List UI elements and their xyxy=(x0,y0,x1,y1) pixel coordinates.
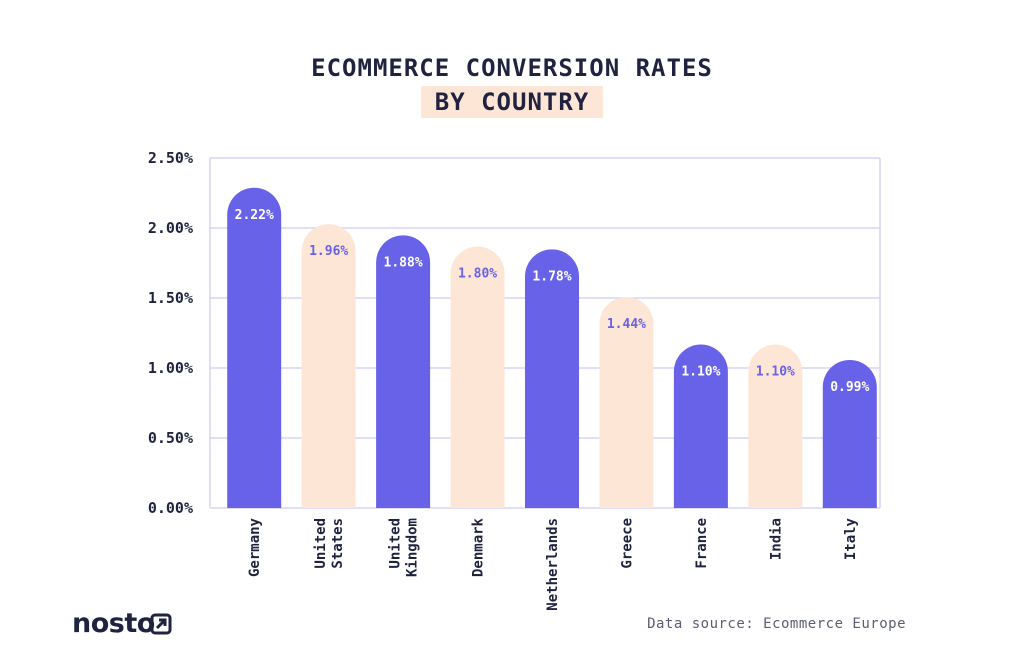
x-tick-label: Denmark xyxy=(471,517,487,577)
x-tick-label-line: United xyxy=(388,518,404,569)
x-tick-label-line: Germany xyxy=(247,517,263,577)
x-tick-label-line: India xyxy=(768,518,784,560)
data-source: Data source: Ecommerce Europe xyxy=(647,616,906,632)
bar-united-kingdom xyxy=(376,235,431,508)
bar-value-label: 1.10% xyxy=(681,365,720,380)
x-tick-label: India xyxy=(768,518,784,560)
bar-india xyxy=(748,344,803,508)
x-tick-label: United States xyxy=(313,518,346,569)
bar-value-label: 1.44% xyxy=(607,317,646,332)
bar-value-label: 2.22% xyxy=(235,208,274,223)
x-tick-label: United Kingdom xyxy=(388,518,421,577)
x-tick-label-line: Italy xyxy=(843,517,859,560)
bar-france xyxy=(673,344,728,508)
bar-italy xyxy=(822,359,877,508)
x-tick-label-line: Greece xyxy=(619,518,635,569)
x-tick-label: Italy xyxy=(843,517,859,560)
bar-united-states xyxy=(301,224,356,509)
y-tick-label: 1.50% xyxy=(148,289,193,307)
bar-denmark xyxy=(450,246,505,508)
x-tick-label: France xyxy=(694,518,710,569)
bar-value-label: 1.10% xyxy=(756,365,795,380)
bar-value-label: 1.80% xyxy=(458,267,497,282)
x-tick-label: Germany xyxy=(247,517,263,577)
bar-netherlands xyxy=(525,249,579,508)
x-tick-label-line: Netherlands xyxy=(545,518,561,611)
chart-title-line1: ECOMMERCE CONVERSION RATES xyxy=(311,54,713,82)
bar-germany xyxy=(227,187,282,508)
chart-title-line2: BY COUNTRY xyxy=(0,86,1024,118)
bar-value-label: 0.99% xyxy=(830,380,869,395)
x-tick-label-line: United xyxy=(313,518,329,569)
y-tick-label: 0.50% xyxy=(148,429,193,447)
x-tick-label: Netherlands xyxy=(545,518,561,611)
nosto-logo: nosto xyxy=(72,608,155,639)
bar-greece xyxy=(599,296,654,508)
chart-title-highlight: BY COUNTRY xyxy=(420,86,604,118)
bar-value-label: 1.88% xyxy=(384,255,423,270)
x-tick-label-line: States xyxy=(330,518,346,569)
y-tick-label: 0.00% xyxy=(148,499,193,517)
y-tick-label: 2.50% xyxy=(148,149,193,167)
nosto-logo-icon xyxy=(150,613,172,635)
x-tick-label: Greece xyxy=(619,518,635,569)
x-tick-label-line: Kingdom xyxy=(405,518,421,577)
x-tick-label-line: France xyxy=(694,518,710,569)
y-tick-label: 2.00% xyxy=(148,219,193,237)
bar-value-label: 1.96% xyxy=(309,244,348,259)
y-tick-label: 1.00% xyxy=(148,359,193,377)
bar-value-label: 1.78% xyxy=(532,269,571,284)
x-tick-label-line: Denmark xyxy=(471,517,487,577)
